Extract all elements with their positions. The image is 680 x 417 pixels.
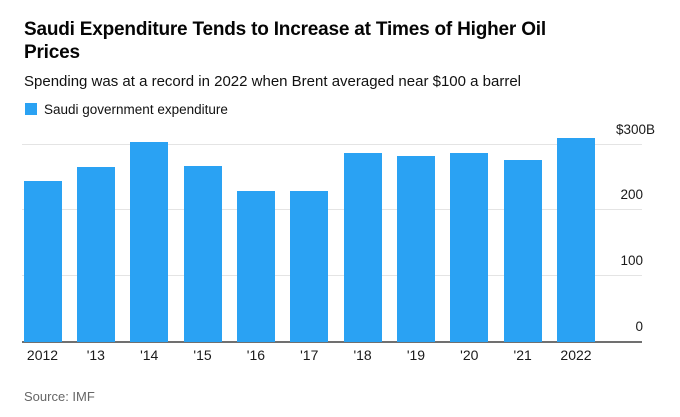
bar-2012: [23, 180, 62, 342]
legend: Saudi government expenditure: [25, 101, 228, 117]
bar-15: [183, 166, 222, 342]
y-tick-label-300: $300B: [615, 121, 655, 137]
x-axis-baseline: [22, 341, 642, 343]
bar-16: [236, 191, 275, 342]
x-tick-label-18: '18: [353, 347, 372, 363]
x-tick-label-17: '17: [300, 347, 319, 363]
x-tick-label-21: '21: [513, 347, 532, 363]
x-tick-label-16: '16: [246, 347, 266, 363]
bar-19: [396, 155, 435, 342]
x-tick-label-19: '19: [406, 347, 426, 363]
source-note: Source: IMF: [24, 389, 95, 404]
gridline-200: [22, 209, 642, 211]
gridline-300: [22, 143, 642, 145]
x-tick-label-2012: 2012: [26, 347, 59, 363]
legend-label: Saudi government expenditure: [44, 101, 228, 117]
x-tick-label-2022: 2022: [560, 347, 592, 363]
x-tick-label-14: '14: [140, 347, 159, 363]
bar-14: [130, 142, 169, 342]
chart-title: Saudi Expenditure Tends to Increase at T…: [24, 19, 546, 63]
bar-2022: [557, 137, 595, 342]
x-tick-label-20: '20: [460, 347, 479, 363]
bar-18: [343, 153, 382, 342]
x-tick-label-13: '13: [86, 347, 105, 363]
legend-swatch-icon: [25, 103, 37, 115]
y-tick-label-0: 0: [635, 319, 643, 334]
chart-subtitle: Spending was at a record in 2022 when Br…: [24, 73, 521, 90]
y-tick-label-100: 100: [620, 253, 643, 269]
bar-chart-plot: [22, 120, 642, 343]
bar-13: [76, 167, 115, 342]
bar-17: [290, 190, 329, 342]
bar-21: [503, 159, 542, 342]
y-tick-label-200: 200: [620, 187, 643, 203]
gridline-100: [22, 275, 642, 277]
bar-20: [450, 153, 489, 342]
x-tick-label-15: '15: [193, 347, 212, 363]
